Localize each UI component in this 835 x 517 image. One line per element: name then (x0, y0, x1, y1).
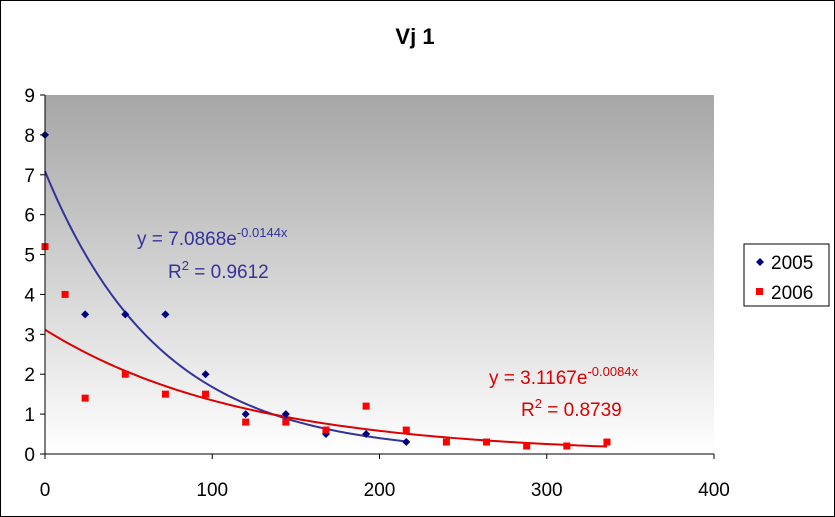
r2-2006: R2 = 0.8739 (521, 396, 622, 421)
trendlines (44, 170, 607, 448)
point-2006 (563, 442, 571, 450)
y-tick-label: 1 (24, 405, 35, 426)
legend: 2005 2006 (743, 243, 830, 307)
y-tick-label: 8 (24, 126, 35, 147)
r2-2005: R2 = 0.9612 (168, 258, 269, 283)
point-2006 (322, 426, 330, 434)
x-tick-label: 300 (531, 480, 563, 501)
point-2006 (161, 390, 169, 398)
legend-marker-2006 (756, 288, 763, 295)
point-2006 (61, 290, 69, 298)
x-tick-label: 200 (364, 480, 396, 501)
y-axis-ticks: 0 1 2 3 4 5 6 7 8 9 (24, 86, 45, 466)
point-2005 (161, 310, 170, 319)
equation-2006: y = 3.1167e-0.0084x (489, 364, 639, 389)
legend-label-2005: 2005 (771, 253, 813, 274)
y-tick-label: 7 (24, 166, 35, 187)
point-2006 (523, 442, 531, 450)
point-2006 (81, 394, 89, 402)
point-2005 (81, 310, 90, 319)
x-tick-label: 0 (40, 480, 51, 501)
equation-2005: y = 7.0868e-0.0144x (137, 225, 288, 250)
point-2006 (282, 418, 290, 426)
y-tick-label: 2 (24, 365, 35, 386)
point-2005 (402, 438, 411, 447)
y-tick-label: 5 (24, 246, 35, 267)
trendline-2006 (44, 328, 607, 448)
point-2006 (442, 438, 450, 446)
point-2005 (121, 310, 130, 319)
plot-area (45, 95, 714, 454)
point-2006 (362, 402, 370, 410)
y-tick-label: 0 (24, 445, 35, 466)
point-2006 (121, 370, 129, 378)
point-2005 (281, 410, 290, 419)
x-tick-label: 400 (698, 480, 730, 501)
point-2005 (362, 430, 371, 439)
chart-title: Vj 1 (395, 24, 434, 49)
trendline-2005 (44, 170, 407, 443)
trendline-equations: y = 7.0868e-0.0144x R2 = 0.9612 y = 3.11… (137, 225, 639, 421)
y-tick-label: 6 (24, 206, 35, 227)
legend-marker-2005 (756, 258, 764, 266)
point-2006 (242, 418, 250, 426)
legend-label-2006: 2006 (771, 283, 813, 304)
point-2006 (402, 426, 410, 434)
legend-box (743, 243, 830, 307)
y-tick-label: 9 (24, 86, 35, 107)
y-tick-label: 3 (24, 325, 35, 346)
point-2006 (603, 438, 611, 446)
point-2006 (483, 438, 491, 446)
point-2006 (202, 390, 210, 398)
point-2005 (241, 410, 250, 419)
point-2005 (201, 370, 210, 379)
x-axis-ticks: 0 100 200 300 400 (40, 454, 730, 501)
y-tick-label: 4 (24, 285, 35, 306)
x-tick-label: 100 (196, 480, 228, 501)
